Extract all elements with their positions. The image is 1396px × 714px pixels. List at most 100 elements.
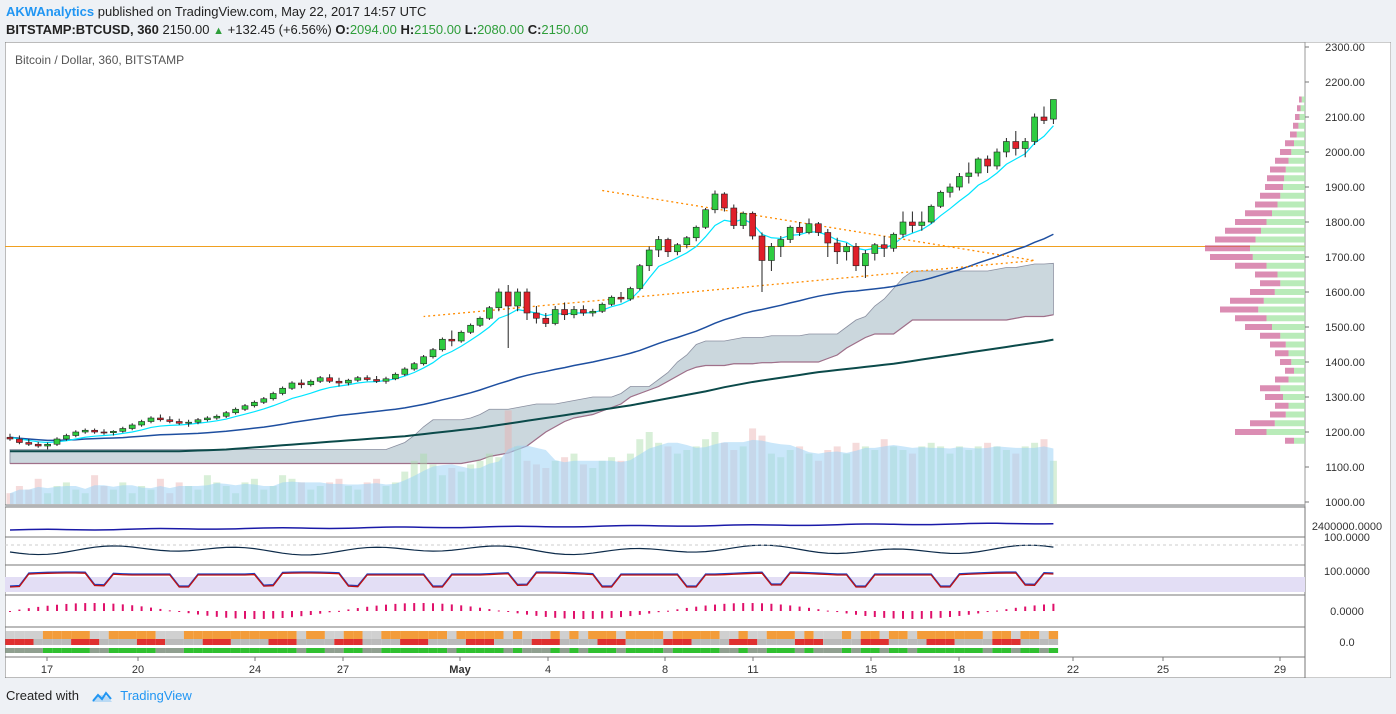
signal-bar-top	[653, 631, 664, 639]
signal-bar-mid	[870, 639, 880, 645]
histogram-bar	[751, 603, 754, 611]
volume-profile-bar-up	[1266, 429, 1305, 435]
signal-bar-low	[672, 648, 683, 653]
signal-bar-top	[719, 631, 730, 639]
signal-bar-mid	[569, 639, 579, 645]
signal-bar-mid	[635, 639, 645, 645]
signal-bar-low	[1039, 648, 1049, 653]
histogram-bar	[18, 609, 21, 611]
sub-panel-2	[5, 536, 1306, 566]
signal-bar-low	[559, 648, 570, 653]
y-tick-label: 1000.00	[1325, 497, 1365, 509]
candle-body	[194, 419, 202, 423]
volume-profile-bar-up	[1285, 166, 1305, 173]
signal-bar-mid	[606, 639, 617, 645]
signal-bar-top	[306, 631, 316, 639]
signal-bar-mid	[729, 639, 739, 645]
candle-body	[147, 417, 155, 422]
candle-body	[561, 309, 568, 316]
candle-body	[918, 221, 926, 226]
signal-bar-top	[1020, 631, 1030, 639]
volume-profile-bar-down	[1260, 385, 1281, 392]
histogram-bar	[761, 603, 763, 611]
x-tick-label: 20	[132, 664, 144, 676]
signal-bar-mid	[616, 639, 626, 645]
signal-bar-top	[804, 631, 814, 639]
signal-bar-low	[757, 648, 767, 653]
volume-profile-bar-down	[1250, 289, 1275, 295]
candle-body	[345, 379, 352, 384]
signal-bar-mid	[306, 639, 316, 645]
signal-bar-low	[230, 648, 241, 653]
volume-profile-bar-up	[1280, 385, 1305, 392]
histogram-bar	[657, 611, 660, 613]
signal-bar-top	[324, 631, 335, 639]
histogram-bar	[770, 603, 773, 611]
signal-bar-mid	[917, 639, 927, 645]
obv-line	[9, 522, 1054, 531]
cloud-lower-line	[10, 314, 1054, 465]
candle-body	[833, 242, 841, 253]
y-tick-label: 1900.00	[1325, 182, 1365, 194]
signal-bar-mid	[183, 639, 194, 645]
signal-bar-top	[381, 631, 391, 639]
price-chart[interactable]: Bitcoin / Dollar, 360, BITSTAMP 1000.00 11…	[5, 42, 1391, 678]
histogram-bar	[27, 608, 30, 611]
candle-body	[373, 379, 380, 382]
signal-bar-low	[428, 648, 438, 653]
author-link[interactable]: AKWAnalytics	[6, 4, 95, 19]
histogram-bar	[554, 611, 557, 618]
candle-body	[157, 417, 164, 421]
tradingview-link[interactable]: TradingView	[120, 688, 192, 703]
volume-profile-bar-up	[1301, 96, 1305, 103]
signal-bar-top	[165, 631, 175, 639]
publish-line: AKWAnalytics published on TradingView.co…	[6, 3, 1386, 21]
created-with-text: Created with	[6, 688, 79, 703]
signal-bar-top	[691, 631, 701, 639]
signal-bar-low	[465, 648, 476, 653]
signal-bar-mid	[230, 639, 241, 645]
histogram-bar	[46, 605, 49, 611]
signal-bar-top	[259, 631, 269, 639]
sub-panel-label: 100.0000	[1324, 566, 1370, 578]
histogram-bar	[902, 611, 904, 619]
volume-profile-bar-up	[1296, 131, 1305, 138]
histogram-bar	[864, 611, 867, 616]
volume-profile-bar-up	[1250, 245, 1305, 252]
signal-bar-mid	[992, 639, 1002, 645]
signal-bar-low	[33, 648, 43, 653]
x-tick-label: 25	[1157, 664, 1169, 676]
signal-bar-low	[992, 648, 1002, 653]
signal-bar-mid	[447, 639, 457, 645]
stoch-band	[5, 577, 1305, 592]
signal-bar-mid	[625, 639, 636, 645]
histogram-bar	[920, 611, 923, 619]
signal-bar-mid	[588, 639, 598, 645]
candle-body	[213, 415, 221, 419]
signal-bar-mid	[71, 639, 81, 645]
histogram-bar	[685, 607, 688, 611]
candle-body	[786, 226, 794, 240]
signal-bar-top	[588, 631, 598, 639]
signal-bar-low	[127, 648, 137, 653]
signal-bar-low	[146, 648, 156, 653]
chart-area[interactable]: Bitcoin / Dollar, 360, BITSTAMP 1000.00 11…	[5, 42, 1391, 678]
signal-bar-mid	[541, 639, 551, 645]
candle-body	[288, 382, 296, 389]
candle-body	[1021, 141, 1029, 149]
signal-bar-mid	[343, 639, 354, 645]
signal-bar-mid	[973, 639, 983, 645]
histogram-bar	[479, 607, 481, 611]
signal-bar-mid	[794, 639, 805, 645]
ohlc-line: BITSTAMP:BTCUSD, 360 2150.00 ▲ +132.45 (…	[6, 21, 1386, 39]
volume-profile-bar-down	[1267, 175, 1285, 182]
signal-bar-mid	[644, 639, 654, 645]
volume-profile-bar-up	[1274, 420, 1305, 427]
sub-panel-4	[5, 594, 1306, 628]
histogram-bar	[394, 603, 397, 611]
histogram-bar	[37, 606, 40, 611]
histogram-bar	[526, 611, 528, 615]
signal-bar-top	[851, 631, 861, 639]
x-tick-label: 29	[1274, 664, 1286, 676]
histogram-bar	[422, 603, 425, 611]
